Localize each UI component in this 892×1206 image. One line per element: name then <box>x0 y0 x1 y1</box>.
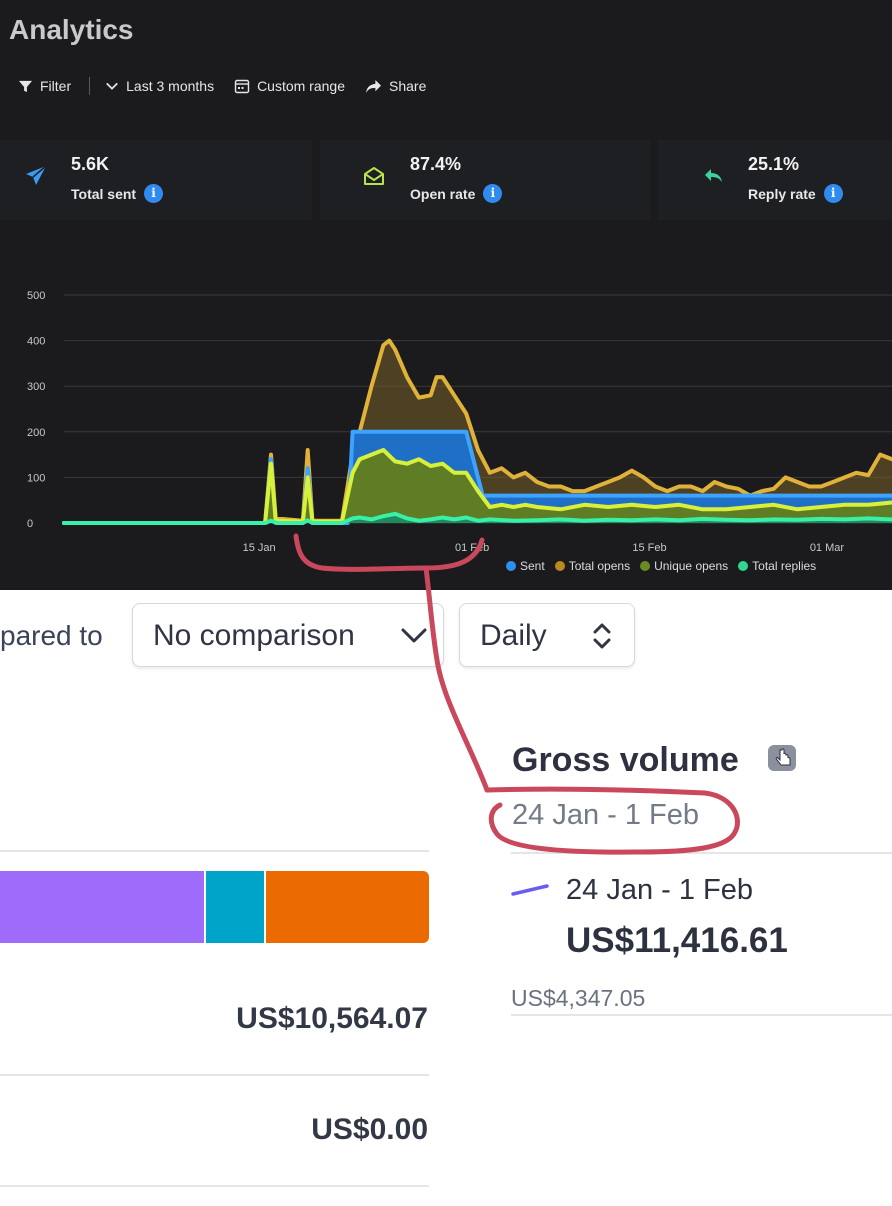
divider <box>0 1074 429 1076</box>
stat-card-total-sent: 5.6K Total sent i <box>0 140 312 220</box>
analytics-area-chart: 0 100 200 300 400 500 15 Jan 01 Feb 15 Feb 01 Mar <box>27 290 892 554</box>
legend-label: Total opens <box>568 559 631 573</box>
legend-label: Unique opens <box>654 559 729 573</box>
gross-volume-amount: US$11,416.61 <box>566 921 788 960</box>
divider <box>0 1185 429 1187</box>
annotation-connector <box>423 565 490 793</box>
stat-label-text: Total sent <box>71 185 137 202</box>
comparison-select-value: No comparison <box>153 619 355 652</box>
legend-item-total-replies[interactable]: Total replies <box>738 559 816 573</box>
info-icon[interactable]: i <box>823 184 843 203</box>
legend-dot <box>554 561 565 571</box>
y-tick-label: 500 <box>27 290 45 302</box>
stats-row: 5.6K Total sent i 87.4% Open rate i 25.1% … <box>0 140 892 220</box>
legend-item-unique-opens[interactable]: Unique opens <box>640 559 728 573</box>
gross-volume-date-range: 24 Jan - 1 Feb <box>512 799 699 831</box>
stat-value: 25.1% <box>748 154 800 174</box>
calendar-icon <box>234 79 250 94</box>
chart-legend: Sent Total opens Unique opens Total repl… <box>506 559 816 573</box>
legend-dot <box>506 561 516 571</box>
previous-period-amount: US$4,347.05 <box>511 985 646 1011</box>
interval-select-value: Daily <box>480 619 547 652</box>
stat-card-open-rate: 87.4% Open rate i <box>320 140 650 220</box>
stat-label-text: Reply rate <box>748 185 816 202</box>
breakdown-bar <box>0 871 429 943</box>
chevron-down-icon <box>106 82 118 90</box>
custom-range-label: Custom range <box>257 78 345 94</box>
y-tick-label: 100 <box>27 472 45 484</box>
range-label: Last 3 months <box>126 78 215 94</box>
up-down-chevron-icon <box>593 623 611 649</box>
breakdown-segment-purple[interactable] <box>0 871 204 943</box>
toolbar-divider <box>89 77 91 95</box>
legend-period: 24 Jan - 1 Feb <box>566 874 753 906</box>
page-title: Analytics <box>9 14 134 45</box>
share-arrow-icon <box>366 79 381 93</box>
comparison-select[interactable]: No comparison <box>132 603 444 667</box>
filter-label: Filter <box>40 78 72 94</box>
divider <box>511 852 892 854</box>
divider <box>0 850 429 852</box>
breakdown-segment-teal[interactable] <box>206 871 264 943</box>
breakdown-amount: US$0.00 <box>311 1113 428 1146</box>
stat-card-reply-rate: 25.1% Reply rate i <box>658 140 892 220</box>
breakdown-segment-orange[interactable] <box>266 871 429 943</box>
line-total-replies <box>62 511 892 525</box>
analytics-toolbar: Filter Last 3 months Custom range Share <box>18 74 426 98</box>
line-total-opens <box>62 338 892 525</box>
x-tick-label: 01 Feb <box>455 542 489 554</box>
legend-item-total-opens[interactable]: Total opens <box>554 559 631 573</box>
custom-range-button[interactable]: Custom range <box>234 78 345 94</box>
x-tick-label: 01 Mar <box>810 542 845 554</box>
y-tick-label: 200 <box>27 427 45 439</box>
reply-arrow-icon <box>705 169 722 182</box>
gross-volume-info-button[interactable] <box>768 745 796 771</box>
series-line-icon <box>511 884 549 896</box>
paper-plane-icon <box>26 165 47 185</box>
funnel-icon <box>18 80 33 92</box>
open-envelope-icon <box>364 167 384 185</box>
interval-select[interactable]: Daily <box>459 603 635 667</box>
x-tick-label: 15 Jan <box>243 542 276 554</box>
x-tick-label: 15 Feb <box>632 542 666 554</box>
legend-dot <box>640 561 651 571</box>
info-icon[interactable]: i <box>144 184 164 203</box>
legend-item-sent[interactable]: Sent <box>506 559 545 573</box>
stat-label: Open rate i <box>410 184 503 203</box>
legend-label: Sent <box>520 559 545 573</box>
share-button[interactable]: Share <box>365 78 426 94</box>
hand-pointer-icon <box>775 748 791 766</box>
divider <box>511 1014 892 1016</box>
stat-label: Total sent i <box>71 184 164 203</box>
y-tick-label: 300 <box>27 381 45 393</box>
gross-volume-title: Gross volume <box>512 741 739 779</box>
y-tick-label: 0 <box>27 518 33 530</box>
share-label: Share <box>389 78 427 94</box>
range-dropdown[interactable]: Last 3 months <box>105 78 214 94</box>
info-icon[interactable]: i <box>483 184 503 203</box>
legend-label: Total replies <box>752 559 817 573</box>
chevron-down-icon <box>401 628 427 643</box>
stat-label-text: Open rate <box>410 185 476 202</box>
stat-label: Reply rate i <box>748 184 843 203</box>
stat-value: 5.6K <box>71 154 110 174</box>
stat-value: 87.4% <box>410 154 462 174</box>
legend-dot <box>738 561 749 571</box>
y-tick-label: 400 <box>27 336 45 348</box>
breakdown-amount: US$10,564.07 <box>236 1002 428 1035</box>
compared-to-label: pared to <box>0 620 103 651</box>
analytics-panel: Analytics Filter Last 3 months Custom ra… <box>0 0 892 590</box>
filter-button[interactable]: Filter <box>18 78 71 94</box>
